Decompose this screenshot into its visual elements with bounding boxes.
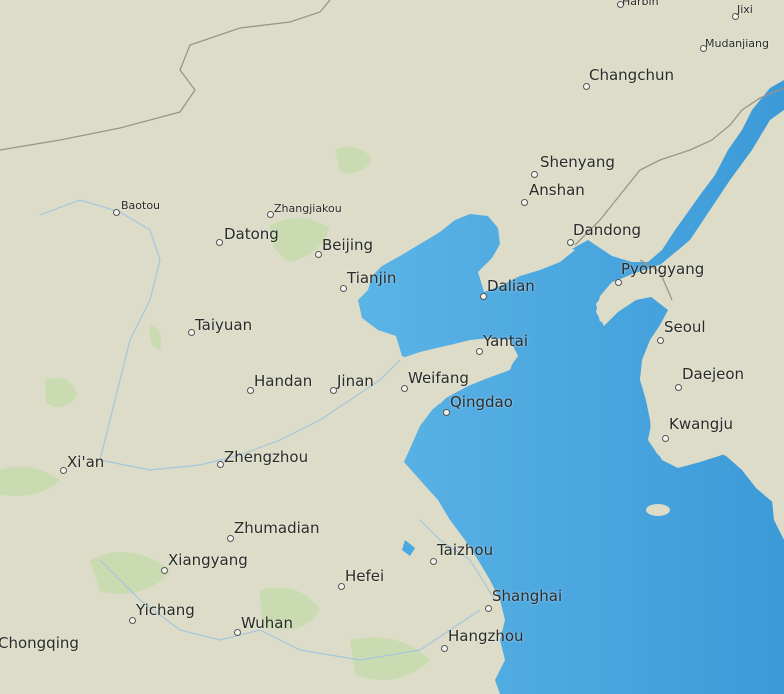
city-label[interactable]: Handan	[254, 372, 313, 390]
city-label[interactable]: Hefei	[345, 567, 385, 585]
city-marker[interactable]	[338, 583, 345, 590]
city-label[interactable]: Pyongyang	[621, 260, 705, 278]
shandong-peninsula	[402, 340, 518, 404]
japan-coast	[770, 470, 784, 540]
city-marker[interactable]	[315, 251, 322, 258]
city-label[interactable]: Shenyang	[540, 153, 615, 171]
city-marker[interactable]	[480, 293, 487, 300]
city-marker[interactable]	[567, 239, 574, 246]
city-label[interactable]: Daejeon	[682, 365, 745, 383]
city-label[interactable]: Yichang	[136, 601, 195, 619]
city-marker[interactable]	[531, 171, 538, 178]
city-label[interactable]: Jinan	[337, 372, 374, 390]
jeju-island	[646, 504, 670, 516]
city-label[interactable]: Dandong	[573, 221, 641, 239]
city-marker[interactable]	[485, 605, 492, 612]
city-label[interactable]: Hangzhou	[448, 627, 524, 645]
city-label[interactable]: Shanghai	[492, 587, 563, 605]
korea-peninsula	[596, 240, 752, 468]
city-marker[interactable]	[60, 467, 67, 474]
city-label[interactable]: Changchun	[589, 66, 674, 84]
city-label[interactable]: Xi'an	[67, 453, 105, 471]
city-marker[interactable]	[521, 199, 528, 206]
city-marker[interactable]	[267, 211, 274, 218]
sea	[358, 80, 784, 694]
city-label[interactable]: Chongqing	[0, 634, 79, 652]
city-label[interactable]: Seoul	[664, 318, 706, 336]
city-marker[interactable]	[617, 1, 624, 8]
city-label[interactable]: Harbin	[622, 0, 659, 8]
city-label[interactable]: Weifang	[408, 369, 469, 387]
city-label[interactable]: Mudanjiang	[705, 37, 769, 50]
city-marker[interactable]	[657, 337, 664, 344]
city-label[interactable]: Beijing	[322, 236, 374, 254]
city-marker[interactable]	[227, 535, 234, 542]
city-label[interactable]: Tianjin	[347, 269, 397, 287]
city-label[interactable]: Dalian	[487, 277, 535, 295]
city-label[interactable]: Jixi	[737, 3, 753, 16]
city-marker[interactable]	[441, 645, 448, 652]
rivers	[39, 199, 496, 661]
city-label[interactable]: Zhengzhou	[224, 448, 309, 466]
city-marker[interactable]	[234, 629, 241, 636]
city-label[interactable]: Yantai	[483, 332, 529, 350]
city-marker[interactable]	[675, 384, 682, 391]
city-label[interactable]: Taizhou	[437, 541, 494, 559]
city-label[interactable]: Taiyuan	[195, 316, 253, 334]
city-marker[interactable]	[216, 239, 223, 246]
lake	[402, 540, 415, 556]
city-marker[interactable]	[217, 461, 224, 468]
city-marker[interactable]	[583, 83, 590, 90]
city-marker[interactable]	[188, 329, 195, 336]
city-marker[interactable]	[113, 209, 120, 216]
city-label[interactable]: Zhumadian	[234, 519, 320, 537]
city-marker[interactable]	[401, 385, 408, 392]
city-marker[interactable]	[662, 435, 669, 442]
city-label[interactable]: Xiangyang	[168, 551, 248, 569]
city-marker[interactable]	[330, 387, 337, 394]
city-label[interactable]: Kwangju	[669, 415, 733, 433]
city-marker[interactable]	[340, 285, 347, 292]
city-label[interactable]: Datong	[224, 225, 279, 243]
city-marker[interactable]	[430, 558, 437, 565]
city-marker[interactable]	[247, 387, 254, 394]
city-marker[interactable]	[615, 279, 622, 286]
city-label[interactable]: Anshan	[529, 181, 585, 199]
city-marker[interactable]	[732, 13, 739, 20]
city-label[interactable]: Baotou	[121, 199, 161, 212]
country-borders	[0, 0, 784, 301]
city-label[interactable]: Wuhan	[241, 614, 294, 632]
city-marker[interactable]	[476, 348, 483, 355]
city-marker[interactable]	[161, 567, 168, 574]
city-label[interactable]: Zhangjiakou	[274, 202, 342, 215]
city-label[interactable]: Qingdao	[450, 393, 513, 411]
city-marker[interactable]	[443, 409, 450, 416]
liaodong-peninsula	[478, 240, 575, 292]
city-marker[interactable]	[129, 617, 136, 624]
city-marker[interactable]	[700, 45, 707, 52]
